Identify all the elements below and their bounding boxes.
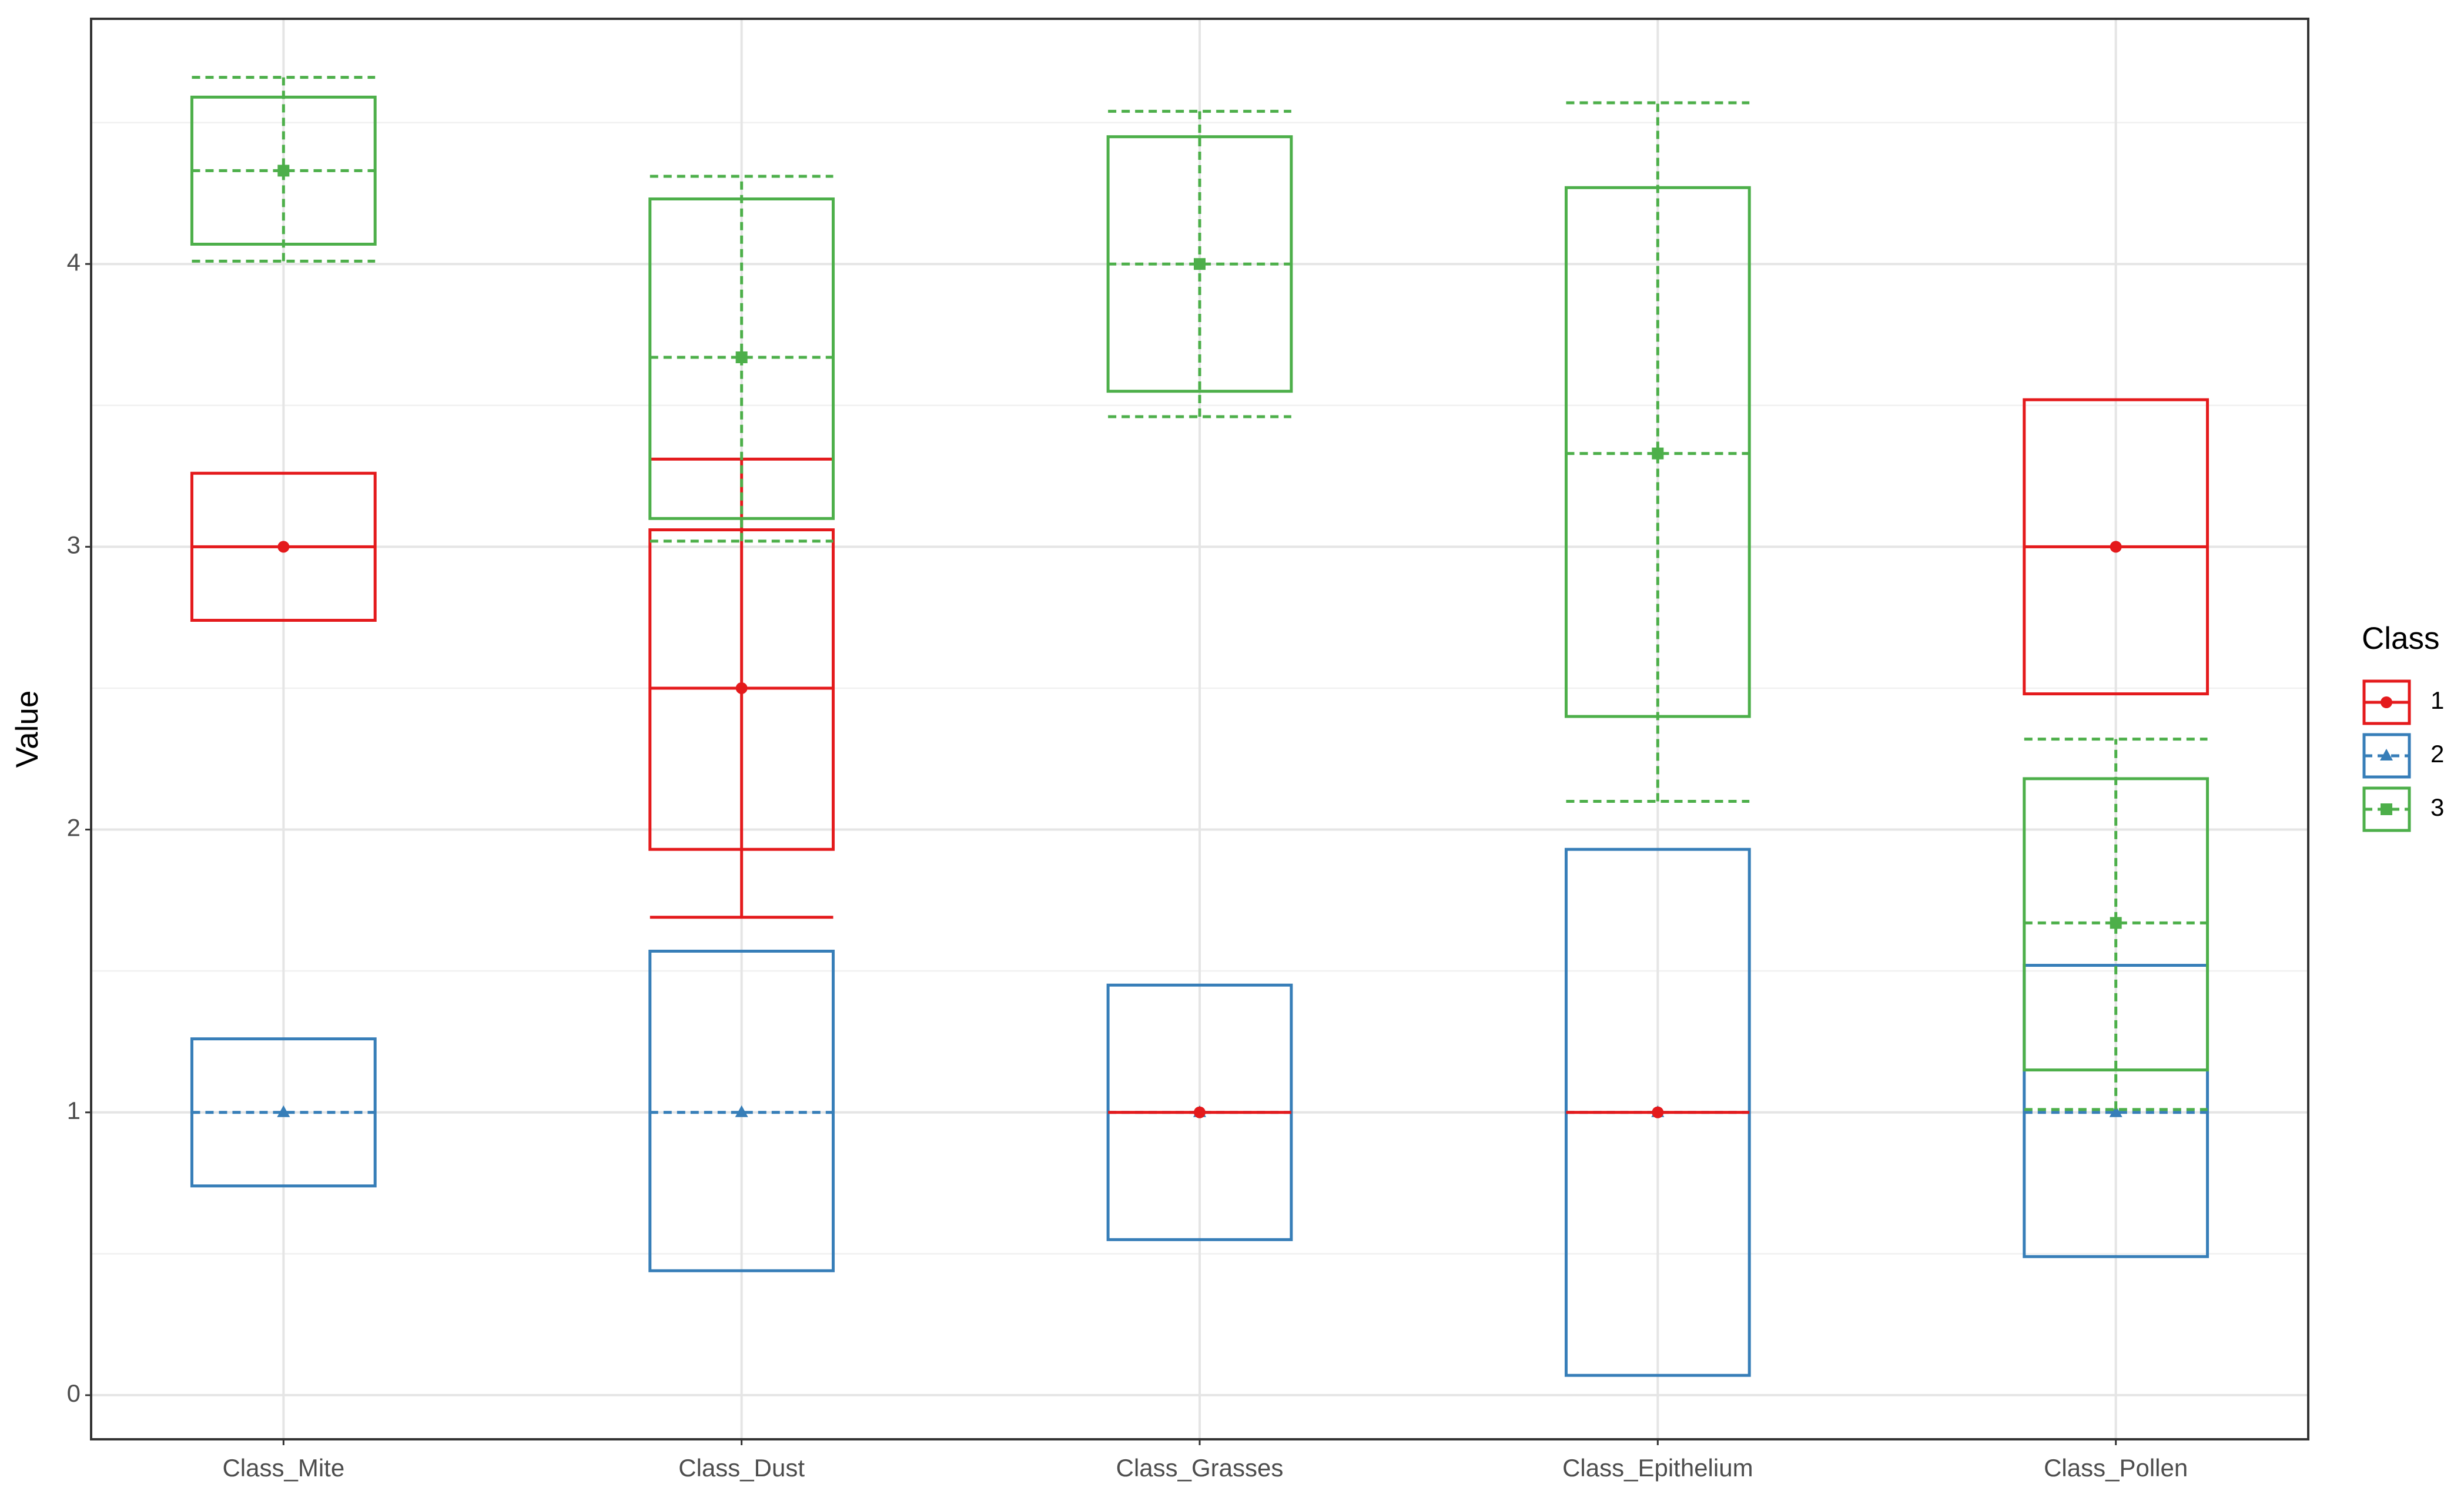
legend-marker [2381,696,2392,708]
y-tick-label: 4 [67,248,81,276]
point [2110,541,2122,553]
x-tick-label: Class_Dust [678,1454,805,1482]
panel-border [90,18,2309,1440]
point [1194,258,1206,270]
point [735,1105,748,1117]
legend-title: Class [2362,621,2440,656]
point [735,351,748,363]
point [1652,1106,1664,1118]
x-tick-label: Class_Pollen [2044,1454,2188,1482]
x-tick-label: Class_Grasses [1116,1454,1284,1482]
x-tick-label: Class_Epithelium [1562,1454,1753,1482]
y-axis-title: Value [10,691,45,768]
point [277,1105,290,1117]
legend-label: 3 [2430,793,2444,821]
legend-label: 1 [2430,686,2444,714]
legend-marker [2381,803,2392,815]
legend-marker [2380,749,2393,760]
point [2110,917,2122,929]
y-tick-label: 3 [67,531,81,558]
point [735,682,748,694]
y-tick-label: 0 [67,1379,81,1407]
point [1652,447,1664,460]
legend-label: 2 [2430,740,2444,768]
point [1194,1106,1206,1118]
point [277,165,290,177]
y-tick-label: 2 [67,814,81,842]
y-tick-label: 1 [67,1097,81,1124]
x-tick-label: Class_Mite [222,1454,344,1482]
point [277,541,290,553]
point [2109,1105,2122,1117]
